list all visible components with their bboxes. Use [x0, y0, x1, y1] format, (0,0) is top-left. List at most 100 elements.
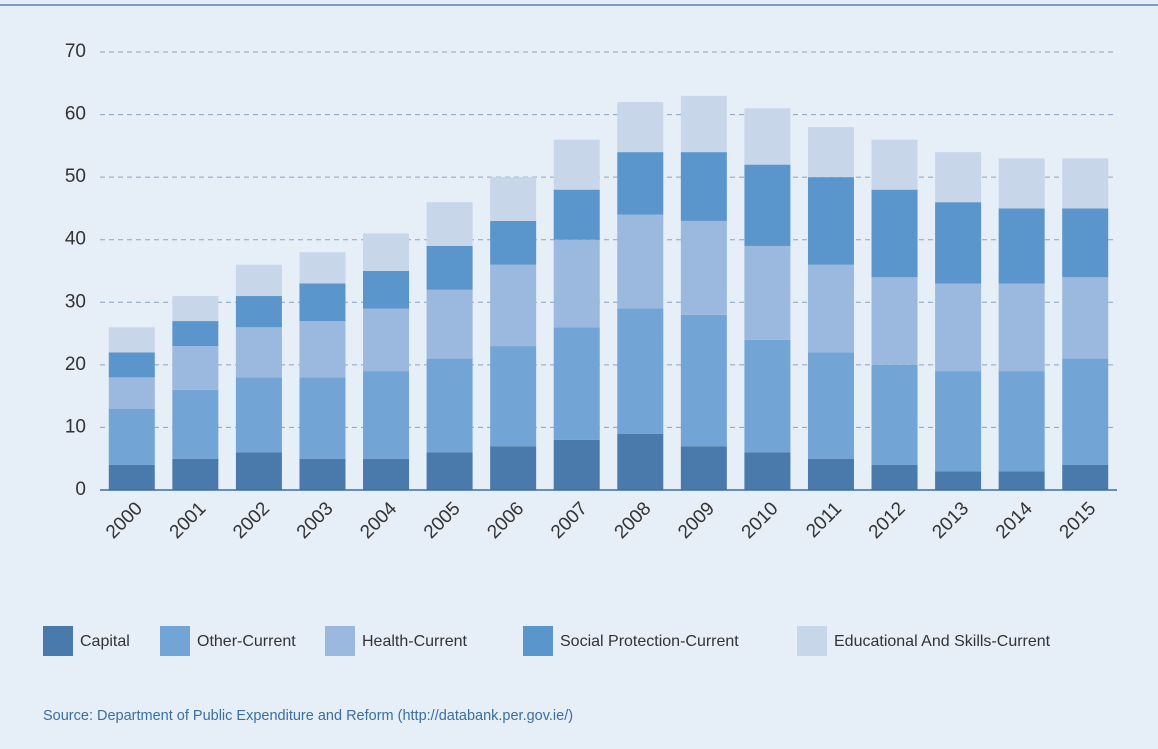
bar-segment	[871, 139, 918, 190]
bar-segment	[1062, 358, 1109, 465]
bar-segment	[998, 208, 1045, 284]
bar-segment	[807, 127, 854, 178]
bar-segment	[235, 452, 282, 490]
bar-segment	[108, 377, 155, 409]
bar-segment	[553, 239, 600, 328]
bar-segment	[680, 152, 727, 221]
bar-segment	[490, 177, 537, 221]
bar-segment	[998, 158, 1045, 209]
bar-segment	[363, 233, 410, 271]
bar-segment	[617, 152, 664, 215]
bar-segment	[426, 289, 473, 359]
bar-segment	[871, 464, 918, 490]
bar-segment	[553, 139, 600, 190]
y-tick-label: 30	[65, 291, 86, 312]
bar-segment	[935, 371, 982, 472]
bar-segment	[299, 377, 346, 459]
bar-segment	[1062, 277, 1109, 359]
bar-segment	[553, 327, 600, 440]
bar-segment	[426, 245, 473, 290]
bar-segment	[490, 346, 537, 447]
bar-segment	[744, 164, 791, 246]
bar-segment	[363, 271, 410, 309]
bar-segment	[172, 389, 219, 459]
bar-segment	[871, 277, 918, 365]
source: Source: Department of Public Expenditure…	[43, 708, 573, 724]
y-tick-label: 50	[65, 166, 86, 187]
legend-label: Social Protection-Current	[560, 633, 739, 650]
bar-segment	[172, 346, 219, 390]
bar-segment	[807, 264, 854, 353]
bar-segment	[680, 446, 727, 490]
bar-segment	[744, 339, 791, 453]
bar-segment	[299, 458, 346, 490]
bar-segment	[1062, 208, 1109, 278]
bar-segment	[108, 464, 155, 490]
bar-segment	[299, 321, 346, 378]
bar-segment	[1062, 464, 1109, 490]
bar-segment	[998, 471, 1045, 490]
bar-segment	[680, 95, 727, 153]
legend-swatch	[43, 626, 73, 656]
bar-segment	[426, 202, 473, 246]
legend-swatch	[797, 626, 827, 656]
bar-segment	[235, 296, 282, 328]
bar-segment	[490, 264, 537, 347]
bar-segment	[363, 371, 410, 459]
bar-segment	[617, 214, 664, 309]
bar-segment	[617, 102, 664, 153]
bar-segment	[299, 252, 346, 284]
bar-segment	[807, 458, 854, 490]
bar-segment	[235, 327, 282, 378]
y-tick-label: 10	[65, 416, 86, 437]
bar-segment	[935, 152, 982, 203]
bar-segment	[680, 314, 727, 447]
bar-segment	[172, 296, 219, 322]
bar-segment	[744, 245, 791, 340]
y-tick-label: 20	[65, 354, 86, 375]
bar-segment	[553, 189, 600, 240]
bar-segment	[935, 283, 982, 372]
bar-segment	[490, 446, 537, 490]
bar-segment	[807, 177, 854, 265]
legend-swatch	[160, 626, 190, 656]
bar-segment	[363, 458, 410, 490]
legend-label: Other-Current	[197, 633, 296, 650]
y-tick-label: 60	[65, 104, 86, 125]
bar-segment	[172, 458, 219, 490]
bar-segment	[108, 327, 155, 353]
legend-swatch	[523, 626, 553, 656]
bar-segment	[680, 220, 727, 315]
bar-segment	[617, 308, 664, 434]
legend-label: Capital	[80, 633, 130, 650]
bar-segment	[871, 189, 918, 278]
bar-segment	[108, 352, 155, 378]
legend-label: Health-Current	[362, 633, 467, 650]
bar-segment	[299, 283, 346, 322]
legend-label: Educational And Skills-Current	[834, 633, 1051, 650]
y-tick-label: 70	[65, 41, 86, 62]
bar-segment	[426, 452, 473, 490]
bar-segment	[935, 471, 982, 490]
bar-segment	[871, 364, 918, 465]
bar-segment	[553, 439, 600, 490]
bar-segment	[744, 108, 791, 165]
y-tick-label: 40	[65, 229, 86, 250]
bar-segment	[172, 321, 219, 347]
bar-segment	[998, 283, 1045, 372]
bar-segment	[617, 433, 664, 490]
bar-segment	[235, 264, 282, 297]
bar-segment	[490, 220, 537, 265]
bar-segment	[235, 377, 282, 453]
bar-segment	[935, 202, 982, 284]
bar-segment	[426, 358, 473, 453]
bar-segment	[807, 352, 854, 459]
bar-segment	[998, 371, 1045, 472]
bar-segment	[108, 408, 155, 465]
y-tick-label: 0	[75, 479, 86, 500]
bar-segment	[363, 308, 410, 372]
legend-swatch	[325, 626, 355, 656]
bar-segment	[744, 452, 791, 490]
bar-segment	[1062, 158, 1109, 209]
